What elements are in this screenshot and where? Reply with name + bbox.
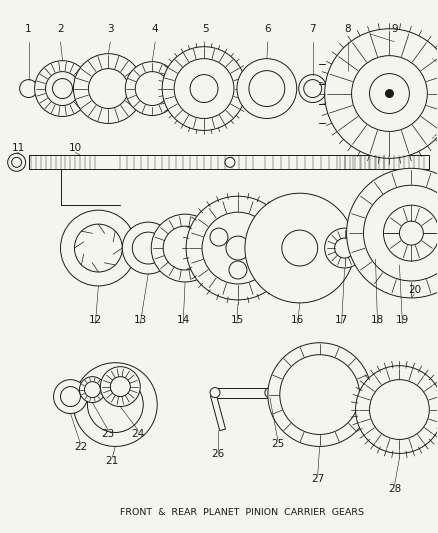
Text: 14: 14	[177, 315, 190, 325]
Circle shape	[245, 193, 355, 303]
Circle shape	[125, 62, 179, 116]
Text: 6: 6	[265, 24, 271, 34]
Circle shape	[384, 205, 438, 261]
Circle shape	[229, 261, 247, 279]
Circle shape	[162, 47, 246, 131]
Text: 3: 3	[107, 24, 113, 34]
Circle shape	[352, 55, 427, 132]
Circle shape	[248, 228, 266, 246]
Circle shape	[74, 224, 122, 272]
Circle shape	[74, 54, 143, 124]
Circle shape	[151, 214, 219, 282]
Circle shape	[122, 222, 174, 274]
Text: 15: 15	[230, 315, 244, 325]
Text: 23: 23	[102, 430, 115, 440]
Circle shape	[249, 71, 285, 107]
Text: 19: 19	[396, 315, 409, 325]
Text: 10: 10	[69, 143, 82, 154]
Circle shape	[346, 168, 438, 298]
Circle shape	[268, 343, 371, 447]
Text: 17: 17	[335, 315, 348, 325]
Circle shape	[299, 75, 327, 102]
Text: 4: 4	[152, 24, 159, 34]
Bar	[215, 387, 270, 398]
Circle shape	[100, 367, 140, 407]
Circle shape	[210, 228, 228, 246]
Circle shape	[8, 154, 25, 171]
Bar	[334, 71, 361, 107]
Circle shape	[364, 185, 438, 281]
Circle shape	[304, 79, 321, 98]
Circle shape	[335, 238, 355, 258]
Text: 7: 7	[309, 24, 316, 34]
Circle shape	[12, 157, 21, 167]
Text: 16: 16	[291, 315, 304, 325]
Text: 1: 1	[25, 24, 32, 34]
Circle shape	[79, 377, 106, 402]
Text: 18: 18	[371, 315, 384, 325]
Circle shape	[60, 210, 136, 286]
Circle shape	[202, 212, 274, 284]
Text: 25: 25	[271, 439, 284, 449]
Circle shape	[385, 233, 414, 263]
Circle shape	[60, 386, 81, 407]
Polygon shape	[211, 394, 226, 431]
Text: 20: 20	[408, 285, 421, 295]
Circle shape	[85, 382, 100, 398]
Text: 8: 8	[344, 24, 351, 34]
Circle shape	[325, 29, 438, 158]
Text: 13: 13	[134, 315, 147, 325]
Text: 24: 24	[132, 430, 145, 440]
Circle shape	[265, 387, 275, 398]
Circle shape	[225, 157, 235, 167]
Text: FRONT  &  REAR  PLANET  PINION  CARRIER  GEARS: FRONT & REAR PLANET PINION CARRIER GEARS	[120, 508, 364, 516]
Circle shape	[385, 90, 393, 98]
Circle shape	[370, 379, 429, 439]
Circle shape	[35, 61, 90, 117]
Text: 21: 21	[106, 456, 119, 466]
Circle shape	[282, 230, 318, 266]
Circle shape	[399, 221, 424, 245]
Circle shape	[53, 78, 72, 99]
Text: 26: 26	[212, 449, 225, 459]
Text: 28: 28	[388, 484, 401, 494]
Text: 11: 11	[12, 143, 25, 154]
Circle shape	[20, 79, 38, 98]
Text: 5: 5	[202, 24, 208, 34]
Text: 12: 12	[89, 315, 102, 325]
Circle shape	[280, 355, 360, 434]
Circle shape	[88, 377, 143, 432]
Circle shape	[88, 69, 128, 109]
Circle shape	[356, 366, 438, 454]
Bar	[28, 155, 429, 169]
Text: 27: 27	[311, 474, 324, 484]
Circle shape	[360, 80, 375, 96]
Circle shape	[132, 232, 164, 264]
Circle shape	[135, 71, 169, 106]
Circle shape	[237, 59, 297, 118]
Text: 22: 22	[74, 442, 87, 453]
Circle shape	[186, 196, 290, 300]
Circle shape	[370, 74, 410, 114]
Text: 2: 2	[57, 24, 64, 34]
Circle shape	[226, 236, 250, 260]
Circle shape	[74, 362, 157, 447]
Circle shape	[53, 379, 88, 414]
Circle shape	[174, 59, 234, 118]
Circle shape	[210, 387, 220, 398]
Circle shape	[325, 228, 364, 268]
Circle shape	[190, 75, 218, 102]
Circle shape	[163, 226, 207, 270]
Circle shape	[110, 377, 130, 397]
Circle shape	[46, 71, 79, 106]
Text: 9: 9	[391, 24, 398, 34]
